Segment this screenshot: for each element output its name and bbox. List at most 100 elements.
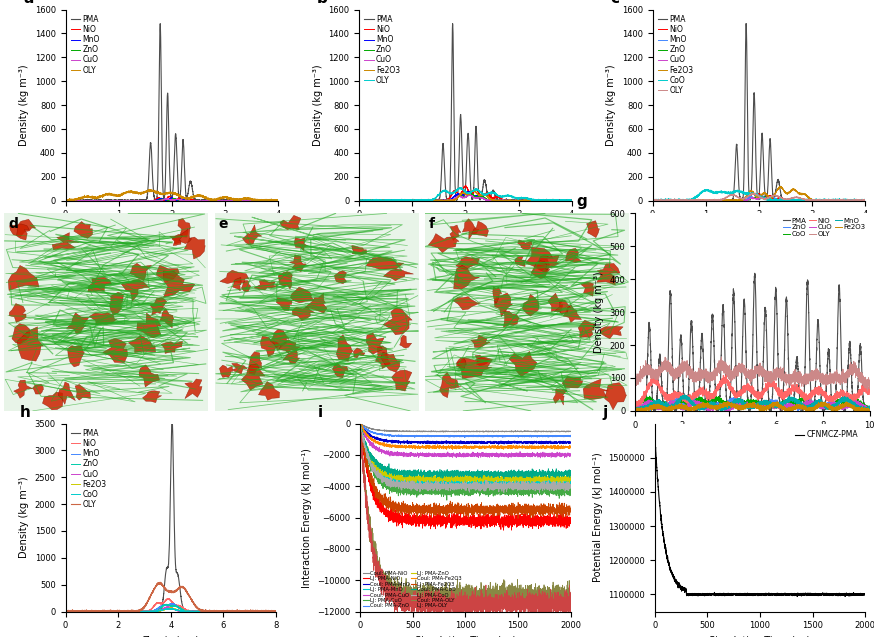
CuO	[465, 191, 475, 199]
NiO	[684, 197, 695, 204]
OLY	[60, 197, 71, 204]
OLY	[454, 183, 465, 191]
Coul: PMA-CuO: (1.71e+03, -2.19e+03): PMA-CuO: (1.71e+03, -2.19e+03)	[535, 454, 545, 462]
PMA	[97, 197, 108, 204]
Text: f: f	[429, 217, 435, 231]
Line: CuO: CuO	[635, 399, 870, 411]
ZnO	[684, 197, 695, 204]
PMA	[864, 406, 874, 414]
LJ: PMA-MnO: (768, -3.77e+03): PMA-MnO: (768, -3.77e+03)	[436, 479, 447, 487]
Legend: PMA, NiO, MnO, ZnO, CuO, Fe2O3, CoO, OLY: PMA, NiO, MnO, ZnO, CuO, Fe2O3, CoO, OLY	[656, 13, 695, 96]
CuO	[161, 195, 171, 203]
MnO	[378, 197, 389, 204]
Polygon shape	[517, 240, 532, 250]
Coul: PMA-Fe2O3: (229, -1.46e+03): PMA-Fe2O3: (229, -1.46e+03)	[379, 443, 390, 450]
Coul: PMA-OLY: (229, -9.57e+03): PMA-OLY: (229, -9.57e+03)	[379, 569, 390, 577]
PMA	[563, 197, 573, 204]
Fe2O3	[860, 196, 871, 204]
MnO	[739, 196, 749, 204]
LJ: PMA-ZnO: (768, -3.38e+03): PMA-ZnO: (768, -3.38e+03)	[436, 473, 447, 480]
Coul: PMA-MnO: (228, -1.06e+03): PMA-MnO: (228, -1.06e+03)	[379, 436, 390, 444]
Coul: PMA-Fe2O3: (2, 5.52): PMA-Fe2O3: (2, 5.52)	[355, 420, 365, 427]
CFNMCZ-PMA	[731, 590, 741, 598]
CoO	[271, 608, 281, 615]
LJ: PMA-CuO: (0, -177): PMA-CuO: (0, -177)	[355, 422, 365, 430]
Polygon shape	[600, 326, 623, 339]
Line: LJ: PMA-MnO: LJ: PMA-MnO	[360, 424, 571, 489]
Coul: PMA-ZnO: (0, 14.9): PMA-ZnO: (0, 14.9)	[355, 420, 365, 427]
Y-axis label: Density (kg m⁻³): Density (kg m⁻³)	[594, 271, 604, 353]
CoO	[729, 188, 739, 196]
Coul: PMA-CuO: (854, -1.99e+03): PMA-CuO: (854, -1.99e+03)	[445, 451, 455, 459]
Coul: PMA-ZnO: (2e+03, -799): PMA-ZnO: (2e+03, -799)	[565, 433, 576, 440]
Line: Coul: PMA-Fe2O3: Coul: PMA-Fe2O3	[360, 424, 571, 450]
NiO	[856, 196, 866, 204]
PMA	[739, 189, 749, 197]
NiO	[60, 608, 71, 615]
OLY	[161, 585, 171, 593]
NiO	[782, 388, 793, 396]
ZnO	[253, 608, 264, 615]
NiO	[213, 608, 224, 615]
ZnO	[264, 608, 274, 615]
Coul: PMA-NiO: (1.17e+03, -546): PMA-NiO: (1.17e+03, -546)	[478, 428, 489, 436]
Fe2O3	[729, 196, 739, 204]
CuO	[142, 197, 152, 204]
Polygon shape	[232, 278, 241, 291]
NiO	[649, 197, 659, 204]
LJ: PMA-CuO: (1.75e+03, -4.44e+03): PMA-CuO: (1.75e+03, -4.44e+03)	[538, 489, 549, 497]
Line: Coul: PMA-ZnO: Coul: PMA-ZnO	[360, 423, 571, 438]
LJ: PMA-CuO: (229, -3.83e+03): PMA-CuO: (229, -3.83e+03)	[379, 480, 390, 487]
Polygon shape	[17, 224, 29, 240]
CoO	[160, 605, 170, 613]
Coul: PMA-NiO: (347, -488): PMA-NiO: (347, -488)	[392, 427, 402, 435]
Legend: PMA, ZnO, CoO, NiO, CuO, OLY, MnO, Fe2O3: PMA, ZnO, CoO, NiO, CuO, OLY, MnO, Fe2O3	[782, 217, 866, 238]
Polygon shape	[399, 335, 412, 348]
PMA	[741, 20, 752, 27]
Polygon shape	[383, 308, 413, 335]
Line: MnO: MnO	[66, 197, 278, 201]
Polygon shape	[290, 287, 314, 303]
Line: CuO: CuO	[359, 195, 572, 201]
NiO	[566, 197, 577, 204]
MnO	[166, 194, 177, 201]
Polygon shape	[454, 297, 481, 310]
PMA	[151, 197, 162, 204]
NiO	[461, 182, 471, 190]
Polygon shape	[583, 379, 609, 399]
Line: CFNMCZ-PMA: CFNMCZ-PMA	[655, 433, 865, 597]
Coul: PMA-ZnO: (994, -886): PMA-ZnO: (994, -886)	[460, 434, 470, 441]
Polygon shape	[75, 385, 91, 400]
Line: NiO: NiO	[653, 194, 865, 201]
MnO	[719, 404, 730, 412]
Legend: PMA, NiO, MnO, ZnO, CuO, Fe2O3, CoO, OLY: PMA, NiO, MnO, ZnO, CuO, Fe2O3, CoO, OLY	[69, 427, 108, 510]
ZnO	[160, 601, 170, 608]
MnO	[782, 396, 793, 403]
MnO	[864, 407, 874, 415]
LJ: PMA-CoO: (0, 27.1): PMA-CoO: (0, 27.1)	[355, 419, 365, 427]
Polygon shape	[67, 346, 85, 367]
NiO	[805, 392, 815, 399]
ZnO	[271, 608, 281, 615]
CuO	[566, 197, 577, 204]
NiO	[163, 594, 173, 602]
NiO	[391, 196, 401, 204]
Polygon shape	[597, 264, 620, 285]
Line: Coul: PMA-CoO: Coul: PMA-CoO	[360, 422, 571, 479]
Polygon shape	[242, 225, 262, 245]
CuO	[739, 197, 749, 204]
OLY	[60, 608, 71, 615]
ZnO	[161, 601, 171, 608]
ZnO	[805, 401, 815, 408]
Polygon shape	[454, 265, 480, 289]
Polygon shape	[280, 215, 301, 230]
Coul: PMA-MnO: (347, -1.17e+03): PMA-MnO: (347, -1.17e+03)	[392, 438, 402, 446]
NiO	[719, 376, 730, 384]
Line: NiO: NiO	[359, 186, 572, 201]
NiO	[721, 371, 732, 378]
CuO	[630, 407, 641, 415]
Polygon shape	[523, 294, 539, 316]
Fe2O3	[354, 196, 364, 204]
Coul: PMA-CoO: (229, -2.76e+03): PMA-CoO: (229, -2.76e+03)	[379, 463, 390, 471]
Coul: PMA-OLY: (768, -1.1e+04): PMA-OLY: (768, -1.1e+04)	[436, 592, 447, 599]
